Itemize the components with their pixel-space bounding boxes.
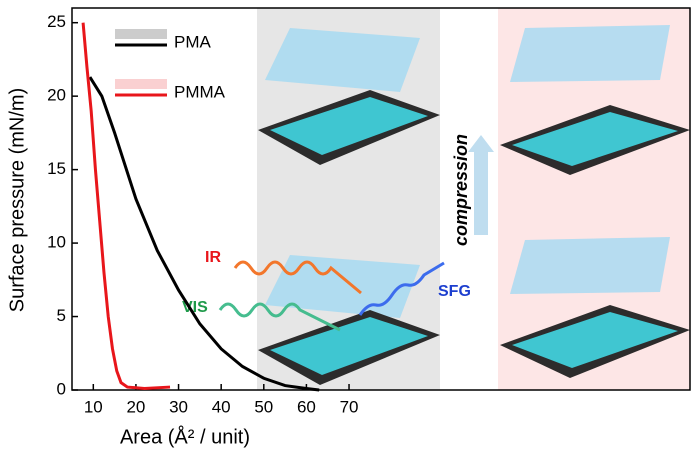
plot-frame [71,7,691,391]
x-tick-label: 10 [84,397,103,416]
x-tick-label: 40 [212,397,231,416]
legend-label: PMMA [174,82,226,101]
x-tick-label: 30 [169,397,188,416]
y-tick-label: 0 [57,379,66,398]
legend-swatch [115,29,167,39]
y-tick-label: 20 [47,86,66,105]
series-line [88,76,320,392]
y-axis-label: Surface pressure (mN/m) [6,88,28,313]
annotation: compression [451,134,471,246]
series-line [81,22,171,391]
x-axis-label: Area (Å² / unit) [120,425,250,448]
x-tick-label: 70 [340,397,359,416]
y-tick-label: 5 [57,306,66,325]
y-tick-label: 10 [47,233,66,252]
y-tick-label: 25 [47,12,66,31]
x-tick-label: 60 [297,397,316,416]
x-tick-label: 50 [254,397,273,416]
legend-swatch [115,79,167,89]
annotation: SFG [438,283,471,300]
y-tick-label: 15 [47,159,66,178]
annotation: IR [205,249,221,266]
x-tick-label: 20 [126,397,145,416]
legend-label: PMA [174,32,212,51]
illustrations [218,25,690,385]
